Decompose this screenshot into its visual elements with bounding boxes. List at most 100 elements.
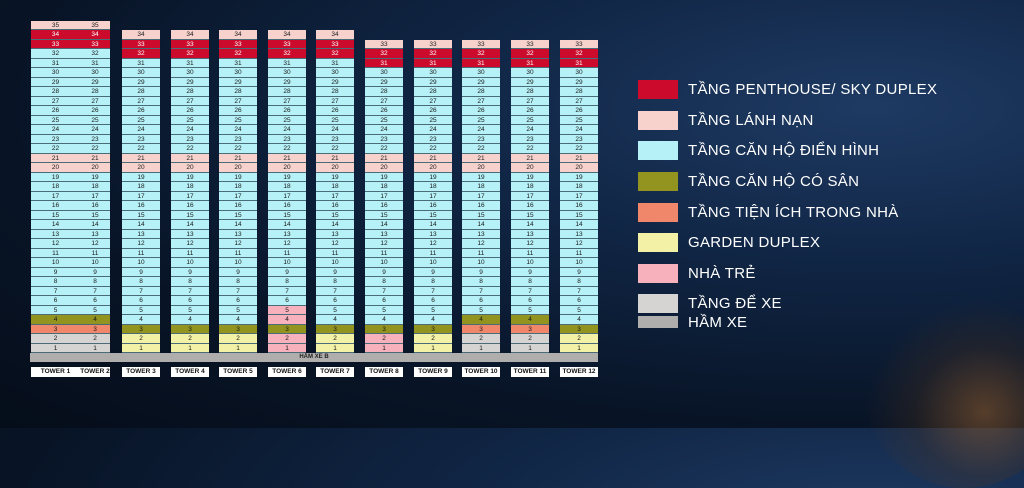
floor-32-penthouse: 32 bbox=[511, 49, 549, 59]
floor-23-typical: 23 bbox=[122, 134, 160, 144]
floor-17-typical: 17 bbox=[219, 191, 257, 201]
floor-14-typical: 14 bbox=[171, 220, 209, 230]
tower-6: 34 33 32 31 30 29 28 27 26 25 24 23 22 21 20 19 18 17 16 15… bbox=[268, 30, 306, 353]
floor-32-penthouse: 32 bbox=[268, 49, 306, 59]
floor-24-typical: 24 bbox=[31, 125, 80, 135]
floor-30-typical: 30 bbox=[122, 68, 160, 78]
floor-1-parking: 1 bbox=[462, 343, 500, 353]
legend-swatch bbox=[638, 203, 678, 222]
floor-2-parking: 2 bbox=[80, 334, 110, 344]
floor-21-refuge: 21 bbox=[171, 153, 209, 163]
floor-14-typical: 14 bbox=[316, 220, 354, 230]
floor-23-typical: 23 bbox=[414, 134, 452, 144]
floor-10-typical: 10 bbox=[511, 258, 549, 268]
floor-21-refuge: 21 bbox=[462, 153, 500, 163]
floor-35-refuge: 35 bbox=[31, 20, 80, 30]
legend-swatch bbox=[638, 80, 678, 99]
floor-9-typical: 9 bbox=[31, 267, 80, 277]
floor-18-typical: 18 bbox=[365, 182, 403, 192]
floor-11-typical: 11 bbox=[268, 248, 306, 258]
floor-25-typical: 25 bbox=[560, 115, 598, 125]
floor-10-typical: 10 bbox=[31, 258, 80, 268]
floor-27-typical: 27 bbox=[560, 96, 598, 106]
floor-19-typical: 19 bbox=[511, 172, 549, 182]
floor-8-typical: 8 bbox=[80, 277, 110, 287]
floor-24-typical: 24 bbox=[122, 125, 160, 135]
floor-10-typical: 10 bbox=[80, 258, 110, 268]
floor-4-typical: 4 bbox=[365, 315, 403, 325]
floor-6-typical: 6 bbox=[560, 296, 598, 306]
floor-22-typical: 22 bbox=[268, 144, 306, 154]
floor-8-typical: 8 bbox=[31, 277, 80, 287]
floor-25-typical: 25 bbox=[219, 115, 257, 125]
floor-28-typical: 28 bbox=[462, 87, 500, 97]
floor-16-typical: 16 bbox=[122, 201, 160, 211]
floor-31-penthouse: 31 bbox=[414, 58, 452, 68]
legend-swatch bbox=[638, 141, 678, 160]
floor-3-garden_floor: 3 bbox=[414, 324, 452, 334]
tower-11: 33 32 31 30 29 28 27 26 25 24 23 22 21 20 19 18 17 16 15 14… bbox=[511, 39, 549, 353]
floor-18-typical: 18 bbox=[171, 182, 209, 192]
floor-32-penthouse: 32 bbox=[462, 49, 500, 59]
floor-24-typical: 24 bbox=[219, 125, 257, 135]
floor-14-typical: 14 bbox=[268, 220, 306, 230]
floor-17-typical: 17 bbox=[365, 191, 403, 201]
floor-5-typical: 5 bbox=[316, 305, 354, 315]
floor-26-typical: 26 bbox=[511, 106, 549, 116]
floor-27-typical: 27 bbox=[171, 96, 209, 106]
floor-30-typical: 30 bbox=[31, 68, 80, 78]
tower-label-12: TOWER 12 bbox=[560, 367, 598, 377]
floor-15-typical: 15 bbox=[171, 210, 209, 220]
floor-14-typical: 14 bbox=[365, 220, 403, 230]
floor-27-typical: 27 bbox=[268, 96, 306, 106]
floor-15-typical: 15 bbox=[268, 210, 306, 220]
floor-12-typical: 12 bbox=[122, 239, 160, 249]
floor-26-typical: 26 bbox=[268, 106, 306, 116]
floor-6-typical: 6 bbox=[462, 296, 500, 306]
floor-13-typical: 13 bbox=[462, 229, 500, 239]
legend-label: TẦNG TIỆN ÍCH TRONG NHÀ bbox=[688, 204, 899, 221]
floor-27-typical: 27 bbox=[414, 96, 452, 106]
floor-34-refuge: 34 bbox=[122, 30, 160, 40]
tower-label-5: TOWER 5 bbox=[219, 367, 257, 377]
floor-9-typical: 9 bbox=[219, 267, 257, 277]
floor-13-typical: 13 bbox=[365, 229, 403, 239]
floor-16-typical: 16 bbox=[414, 201, 452, 211]
floor-13-typical: 13 bbox=[219, 229, 257, 239]
floor-27-typical: 27 bbox=[80, 96, 110, 106]
floor-2-garden_duplex: 2 bbox=[560, 334, 598, 344]
floor-6-typical: 6 bbox=[511, 296, 549, 306]
floor-16-typical: 16 bbox=[365, 201, 403, 211]
tower-label-7: TOWER 7 bbox=[316, 367, 354, 377]
floor-7-typical: 7 bbox=[316, 286, 354, 296]
floor-7-typical: 7 bbox=[122, 286, 160, 296]
floor-23-typical: 23 bbox=[462, 134, 500, 144]
floor-5-typical: 5 bbox=[122, 305, 160, 315]
floor-16-typical: 16 bbox=[560, 201, 598, 211]
floor-34-refuge: 34 bbox=[316, 30, 354, 40]
floor-15-typical: 15 bbox=[560, 210, 598, 220]
floor-5-typical: 5 bbox=[171, 305, 209, 315]
floor-18-typical: 18 bbox=[219, 182, 257, 192]
floor-34-refuge: 34 bbox=[268, 30, 306, 40]
floor-6-typical: 6 bbox=[219, 296, 257, 306]
floor-16-typical: 16 bbox=[268, 201, 306, 211]
floor-4-typical: 4 bbox=[560, 315, 598, 325]
tower-label-9: TOWER 9 bbox=[414, 367, 452, 377]
floor-31-penthouse: 31 bbox=[462, 58, 500, 68]
floor-19-typical: 19 bbox=[462, 172, 500, 182]
floor-1-garden_duplex: 1 bbox=[560, 343, 598, 353]
floor-18-typical: 18 bbox=[31, 182, 80, 192]
floor-20-refuge: 20 bbox=[316, 163, 354, 173]
floor-30-typical: 30 bbox=[80, 68, 110, 78]
floor-33-penthouse: 33 bbox=[316, 39, 354, 49]
floor-12-typical: 12 bbox=[171, 239, 209, 249]
floor-16-typical: 16 bbox=[511, 201, 549, 211]
floor-32-penthouse: 32 bbox=[219, 49, 257, 59]
floor-22-typical: 22 bbox=[365, 144, 403, 154]
legend-swatch bbox=[638, 294, 678, 313]
floor-31-penthouse: 31 bbox=[511, 58, 549, 68]
floor-24-typical: 24 bbox=[316, 125, 354, 135]
floor-17-typical: 17 bbox=[171, 191, 209, 201]
floor-28-typical: 28 bbox=[414, 87, 452, 97]
